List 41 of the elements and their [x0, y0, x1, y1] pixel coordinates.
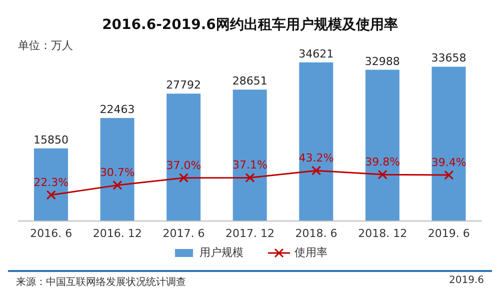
- x-tick-label: 2016. 12: [92, 226, 142, 240]
- point: [46, 190, 56, 200]
- bar: [299, 62, 334, 221]
- data-label: 15850: [34, 133, 68, 146]
- point: [378, 170, 388, 180]
- point: [112, 180, 122, 190]
- bar: [166, 94, 201, 221]
- point: [245, 172, 255, 183]
- source-note: 来源：中国互联网络发展状况统计调查: [16, 276, 186, 289]
- bar: [232, 90, 267, 221]
- point: [444, 170, 454, 180]
- x-tick-label: 2017. 6: [162, 226, 205, 240]
- text: 2019.6: [449, 275, 484, 286]
- text: 单位：万人: [18, 38, 73, 53]
- data-label: 37.1%: [232, 158, 268, 172]
- data-label: 37.0%: [166, 158, 202, 172]
- x-tick-label: 2017. 12: [226, 226, 274, 240]
- chart-title: 2016.6-2019.6网约出租车用户规模及使用率: [101, 16, 399, 34]
- data-label: 30.7%: [100, 166, 135, 180]
- data-label: 32988: [364, 54, 400, 68]
- bar: [432, 66, 466, 221]
- data-label: 39.4%: [431, 156, 466, 170]
- legend-label: 用户规模: [200, 245, 244, 260]
- data-label: 22.3%: [34, 176, 69, 189]
- bar: [34, 148, 68, 221]
- point: [311, 166, 322, 176]
- point: [178, 173, 189, 183]
- bar: [365, 70, 400, 221]
- data-label: 33658: [431, 52, 466, 65]
- x-tick-label: 2018. 12: [358, 226, 408, 240]
- data-label: 27792: [166, 78, 202, 92]
- x-tick-label: 2016. 6: [30, 226, 72, 240]
- data-label: 34621: [298, 47, 334, 60]
- x-tick-label: 2019. 6: [428, 226, 470, 240]
- bar: [100, 118, 134, 221]
- x-tick-label: 2018. 6: [295, 226, 338, 240]
- data-label: 28651: [232, 74, 268, 88]
- data-label: 39.8%: [365, 156, 400, 169]
- legend-label: 使用率: [294, 245, 328, 260]
- data-label: 22463: [100, 103, 135, 116]
- data-label: 43.2%: [298, 152, 334, 165]
